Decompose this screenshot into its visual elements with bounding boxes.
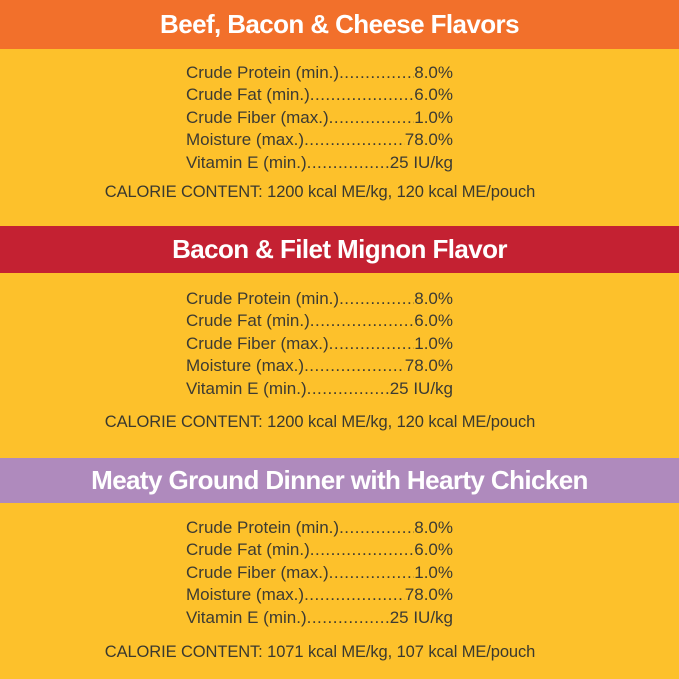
flavor-section-bacon-filet-mignon: Bacon & Filet Mignon Flavor Crude Protei… <box>0 226 679 458</box>
nutrient-value: 8.0% <box>414 63 453 82</box>
nutrient-row: Crude Protein (min.) 8.0% <box>186 517 453 539</box>
guaranteed-analysis-panel: Crude Protein (min.) 8.0% Crude Fat (min.… <box>0 503 679 679</box>
nutrient-row: Crude Fat (min.) 6.0% <box>186 310 453 332</box>
nutrient-label: Moisture (max.) <box>186 585 305 605</box>
nutrient-row: Crude Protein (min.) 8.0% <box>186 288 453 310</box>
dot-leader <box>329 107 415 129</box>
nutrient-value: 6.0% <box>414 85 453 105</box>
nutrient-label: Crude Fat (min.) <box>186 311 310 331</box>
dot-leader <box>304 129 405 151</box>
nutrient-value: 78.0% <box>404 130 453 150</box>
nutrient-value: 1.0% <box>414 333 453 353</box>
nutrient-value: 25 IU/kg <box>389 378 453 398</box>
nutrient-value: 25 IU/kg <box>389 607 453 627</box>
nutrient-value: 25 IU/kg <box>389 152 453 172</box>
nutrient-label: Vitamin E (min.) <box>186 607 307 627</box>
nutrient-label: Crude Fat (min.) <box>186 85 310 105</box>
calorie-content-line: CALORIE CONTENT: 1200 kcal ME/kg, 120 kc… <box>104 413 536 432</box>
guaranteed-analysis-panel: Crude Protein (min.) 8.0% Crude Fat (min.… <box>0 49 679 226</box>
nutrient-row: Vitamin E (min.) 25 IU/kg <box>186 607 453 629</box>
dot-leader <box>310 539 415 561</box>
nutrient-label: Crude Fiber (max.) <box>186 333 329 353</box>
dot-leader <box>307 378 390 400</box>
nutrient-label: Moisture (max.) <box>186 356 305 376</box>
guaranteed-analysis-panel: Crude Protein (min.) 8.0% Crude Fat (min.… <box>0 273 679 458</box>
nutrient-row: Moisture (max.) 78.0% <box>186 355 453 377</box>
nutrient-table: Crude Protein (min.) 8.0% Crude Fat (min.… <box>186 288 453 400</box>
dot-leader <box>329 562 415 584</box>
nutrient-row: Crude Fat (min.) 6.0% <box>186 539 453 561</box>
dot-leader <box>304 584 405 606</box>
nutrient-row: Vitamin E (min.) 25 IU/kg <box>186 152 453 174</box>
dot-leader <box>339 517 414 539</box>
section-header-bar: Meaty Ground Dinner with Hearty Chicken <box>0 458 679 503</box>
nutrient-row: Crude Fat (min.) 6.0% <box>186 84 453 106</box>
nutrient-value: 8.0% <box>414 518 453 537</box>
section-title: Meaty Ground Dinner with Hearty Chicken <box>91 465 588 495</box>
nutrient-label: Crude Fat (min.) <box>186 540 310 560</box>
nutrient-label: Moisture (max.) <box>186 130 305 150</box>
nutrient-row: Crude Protein (min.) 8.0% <box>186 62 453 84</box>
dot-leader <box>307 607 390 629</box>
dot-leader <box>339 62 414 84</box>
nutrient-table: Crude Protein (min.) 8.0% Crude Fat (min.… <box>186 517 453 629</box>
nutrient-row: Vitamin E (min.) 25 IU/kg <box>186 378 453 400</box>
nutrient-label: Vitamin E (min.) <box>186 378 307 398</box>
nutrient-row: Moisture (max.) 78.0% <box>186 129 453 151</box>
flavor-section-beef-bacon-cheese: Beef, Bacon & Cheese Flavors Crude Prote… <box>0 0 679 226</box>
calorie-content-line: CALORIE CONTENT: 1200 kcal ME/kg, 120 kc… <box>104 183 536 202</box>
dot-leader <box>310 310 415 332</box>
section-title: Beef, Bacon & Cheese Flavors <box>160 9 520 39</box>
dot-leader <box>339 288 414 310</box>
dot-leader <box>329 333 415 355</box>
nutrient-row: Crude Fiber (max.) 1.0% <box>186 107 453 129</box>
section-title: Bacon & Filet Mignon Flavor <box>172 234 507 264</box>
nutrient-row: Moisture (max.) 78.0% <box>186 584 453 606</box>
nutrient-row: Crude Fiber (max.) 1.0% <box>186 333 453 355</box>
nutrient-value: 1.0% <box>414 107 453 127</box>
section-header-bar: Bacon & Filet Mignon Flavor <box>0 226 679 273</box>
nutrient-value: 6.0% <box>414 311 453 331</box>
flavor-section-meaty-ground-dinner: Meaty Ground Dinner with Hearty Chicken … <box>0 458 679 679</box>
nutrient-value: 78.0% <box>404 585 453 605</box>
nutrient-value: 1.0% <box>414 562 453 582</box>
calorie-content-line: CALORIE CONTENT: 1071 kcal ME/kg, 107 kc… <box>104 643 536 662</box>
nutrient-label: Crude Protein (min.) <box>186 63 340 82</box>
nutrient-value: 78.0% <box>404 356 453 376</box>
nutrient-label: Crude Fiber (max.) <box>186 107 329 127</box>
dot-leader <box>304 355 405 377</box>
dot-leader <box>307 152 390 174</box>
section-header-bar: Beef, Bacon & Cheese Flavors <box>0 0 679 49</box>
nutrient-value: 6.0% <box>414 540 453 560</box>
dot-leader <box>310 84 415 106</box>
nutrient-value: 8.0% <box>414 289 453 308</box>
nutrient-label: Crude Protein (min.) <box>186 518 340 537</box>
nutrient-row: Crude Fiber (max.) 1.0% <box>186 562 453 584</box>
nutrient-label: Crude Protein (min.) <box>186 289 340 308</box>
nutrient-label: Vitamin E (min.) <box>186 152 307 172</box>
nutrient-label: Crude Fiber (max.) <box>186 562 329 582</box>
nutrient-table: Crude Protein (min.) 8.0% Crude Fat (min.… <box>186 62 453 174</box>
